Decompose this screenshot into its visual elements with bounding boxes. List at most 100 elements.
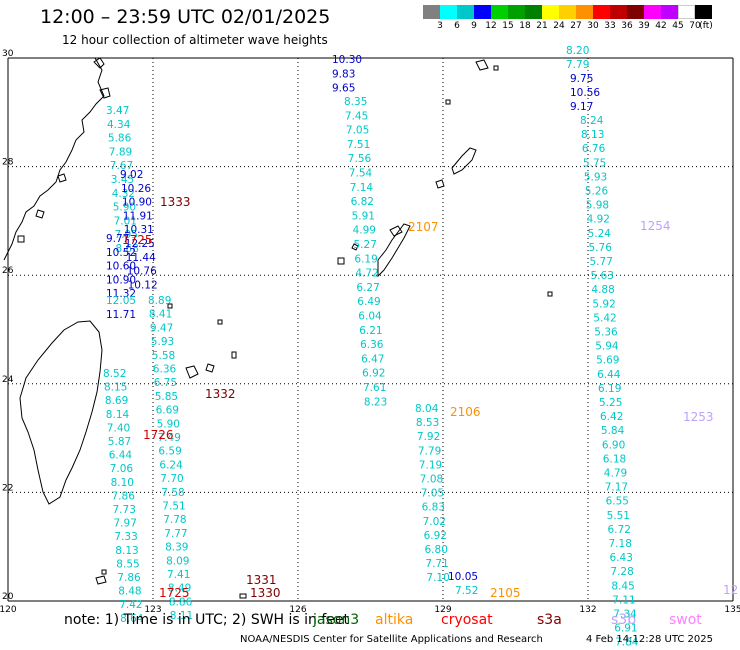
wave-height-value: 8.55 [116, 558, 139, 570]
wave-height-value: 6.90 [602, 439, 625, 451]
legend-swatch [474, 5, 491, 19]
wave-height-value: 9.17 [570, 101, 593, 113]
wave-height-value: 5.24 [588, 228, 612, 240]
color-legend-bar [423, 5, 712, 19]
wave-height-value: 5.42 [593, 312, 616, 324]
wave-height-value: 7.33 [114, 531, 137, 543]
wave-height-value: 7.89 [109, 146, 132, 158]
wave-height-value: 9.02 [120, 169, 143, 181]
generated-timestamp: 4 Feb 14:12:28 UTC 2025 [586, 634, 713, 645]
wave-height-value: 7.18 [609, 538, 632, 550]
wave-height-value: 8.69 [105, 395, 128, 407]
wave-height-value: 5.94 [595, 341, 619, 353]
wave-height-value: 10.76 [127, 266, 157, 278]
wave-height-value: 7.84 [615, 637, 639, 649]
wave-height-value: 8.45 [611, 580, 634, 592]
wave-height-value: 7.45 [345, 110, 368, 122]
wave-height-value: 5.63 [591, 270, 614, 282]
amami-islands [435, 59, 499, 189]
wave-height-value: 7.05 [421, 488, 444, 500]
legend-label: 45 [672, 21, 684, 31]
legend-swatch [593, 5, 610, 19]
wave-height-value: 7.71 [425, 558, 448, 570]
china-coast [3, 57, 105, 261]
wave-height-value: 7.86 [112, 490, 136, 502]
legend-swatch [644, 5, 661, 19]
wave-height-value: 5.85 [155, 391, 178, 403]
wave-height-value: 7.51 [162, 501, 185, 513]
pass-time-label: 1725 [159, 586, 190, 600]
latitude-tick-label: 24 [2, 375, 14, 385]
legend-label: 30 [587, 21, 599, 31]
wave-height-value: 7.73 [113, 504, 136, 516]
wave-height-value: 10.90 [122, 197, 152, 209]
wave-height-value: 7.49 [158, 432, 181, 444]
wave-height-value: 6.80 [425, 544, 448, 556]
credit-text: NOAA/NESDIS Center for Satellite Applica… [240, 634, 543, 645]
wave-height-value: 5.90 [113, 202, 136, 214]
wave-height-value: 10.05 [448, 571, 478, 583]
legend-label: 12 [485, 21, 497, 31]
wave-height-value: 6.55 [606, 496, 629, 508]
legend-swatch [610, 5, 627, 19]
wave-height-value: 7.79 [418, 445, 441, 457]
wave-height-value: 6.92 [362, 368, 385, 380]
legend-swatch [627, 5, 644, 19]
pass-time-label: 2106 [450, 405, 481, 419]
wave-height-value: 4.72 [355, 268, 378, 280]
satellite-legend-cryosat: cryosat [441, 612, 493, 628]
satellite-legend-jason3: jason3 [313, 612, 360, 628]
wave-height-value: 7.97 [114, 518, 137, 530]
wave-height-value: 7.06 [110, 463, 134, 475]
wave-height-value: 7.11 [612, 594, 635, 606]
china-islands [17, 57, 111, 243]
wave-height-value: 9.75 [570, 73, 593, 85]
legend-label: 70 [689, 21, 701, 31]
wave-height-value: 7.28 [610, 566, 633, 578]
wave-height-value: 7.19 [419, 459, 442, 471]
satellite-legend-s3a: s3a [537, 612, 562, 628]
legend-label: 39 [638, 21, 650, 31]
wave-height-value: 8.68 [116, 243, 139, 255]
wave-height-value: 6.36 [153, 364, 177, 376]
wave-height-value: 5.84 [601, 425, 625, 437]
pass-time-label: 2107 [408, 220, 439, 234]
latitude-tick-label: 26 [2, 266, 14, 276]
wave-height-value: 8.86 [169, 596, 193, 608]
wave-height-value: 6.76 [582, 143, 606, 155]
wave-height-value: 5.98 [586, 200, 609, 212]
wave-height-value: 6.19 [598, 383, 621, 395]
legend-swatch [457, 5, 474, 19]
longitude-tick-label: 129 [434, 605, 451, 615]
wave-height-value: 5.75 [583, 157, 606, 169]
wave-height-value: 7.67 [110, 160, 133, 172]
wave-height-value: 5.27 [354, 239, 377, 251]
wave-height-value: 7.79 [566, 59, 589, 71]
wave-height-value: 8.04 [415, 403, 439, 415]
wave-height-value: 6.43 [610, 552, 633, 564]
wave-height-value: 11.71 [106, 309, 136, 321]
wave-height-value: 10.12 [128, 279, 158, 291]
wave-height-value: 8.13 [581, 129, 604, 141]
wave-height-value: 8.39 [165, 542, 188, 554]
legend-label: (ft) [699, 21, 713, 31]
pass-time-label: 1333 [160, 195, 191, 209]
wave-height-value: 6.75 [154, 377, 177, 389]
legend-swatch [508, 5, 525, 19]
legend-label: 9 [471, 21, 477, 31]
wave-height-value: 7.01 [114, 215, 137, 227]
wave-height-value: 6.44 [597, 369, 621, 381]
wave-height-value: 7.17 [605, 482, 628, 494]
wave-height-value: 10.30 [332, 54, 362, 66]
wave-height-value: 5.36 [594, 327, 618, 339]
wave-height-value: 8.48 [118, 586, 141, 598]
pass-time-label: 1253 [683, 410, 714, 424]
wave-height-value: 5.58 [152, 350, 175, 362]
wave-height-value: 6.92 [424, 530, 447, 542]
legend-swatch [525, 5, 542, 19]
wave-height-value: 8.41 [149, 309, 172, 321]
wave-height-value: 7.58 [161, 487, 184, 499]
wave-height-value: 11.32 [106, 288, 136, 300]
legend-swatch [423, 5, 440, 19]
pass-time-label: 1331 [246, 573, 277, 587]
